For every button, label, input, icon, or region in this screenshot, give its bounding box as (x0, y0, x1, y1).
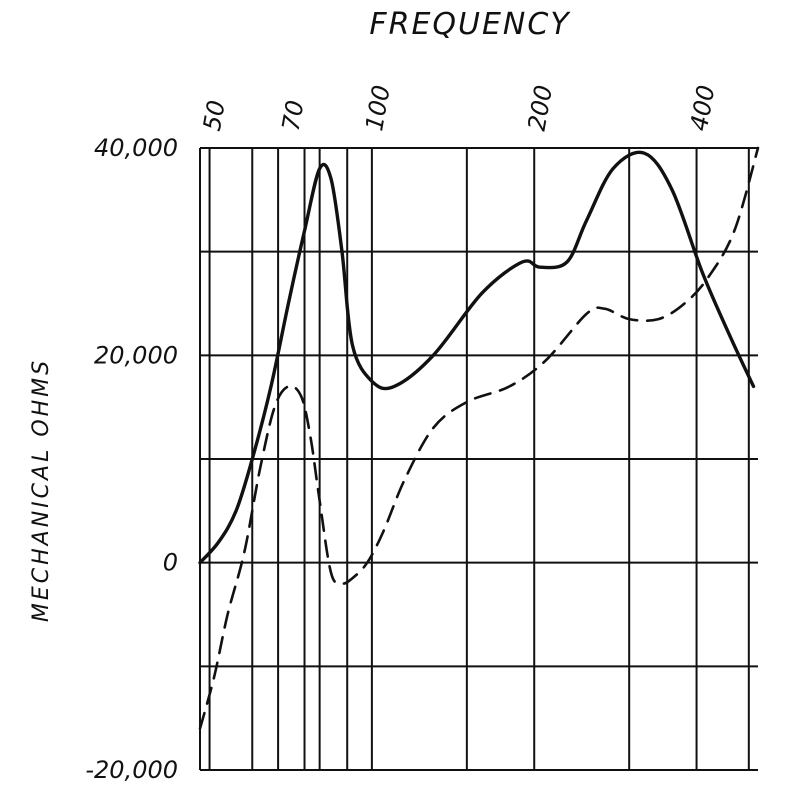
y-tick-labels: 40,000 20,000 0 -20,000 (85, 134, 178, 784)
series-line-solid (198, 150, 756, 565)
series-line-dashed (198, 146, 760, 730)
chart-title: FREQUENCY (369, 7, 571, 42)
x-tick-label: 50 (198, 98, 231, 133)
x-tick-label: 200 (523, 83, 559, 133)
y-tick-label: 40,000 (94, 134, 178, 162)
x-tick-label: 100 (360, 83, 396, 133)
x-tick-label: 70 (277, 98, 310, 133)
x-tick-label: 400 (685, 83, 721, 133)
y-tick-label: 20,000 (94, 341, 178, 369)
y-axis-label: MECHANICAL OHMS (29, 358, 54, 622)
y-tick-label: -20,000 (85, 756, 178, 784)
series-group (198, 146, 760, 730)
x-tick-labels: 50 70 100 200 400 (198, 83, 721, 133)
chart-grid (199, 147, 758, 771)
y-tick-label: 0 (163, 549, 178, 577)
